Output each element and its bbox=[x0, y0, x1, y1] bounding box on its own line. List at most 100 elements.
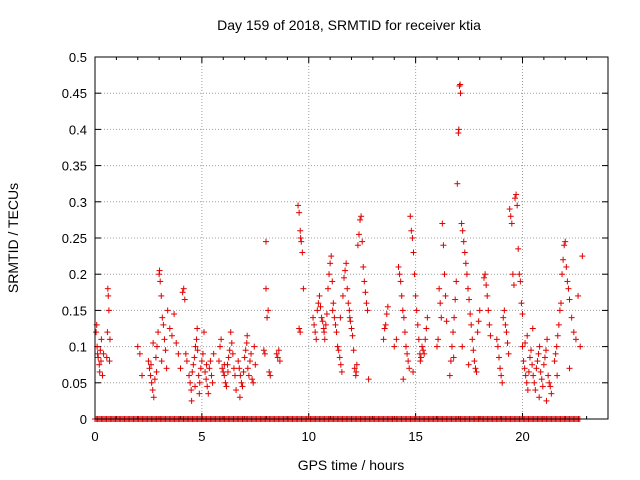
data-point bbox=[380, 336, 387, 343]
data-point bbox=[160, 321, 167, 328]
data-point bbox=[517, 278, 524, 285]
data-point bbox=[242, 347, 249, 354]
y-axis-label: SRMTID / TECUs bbox=[5, 183, 21, 293]
data-point bbox=[161, 336, 168, 343]
data-point bbox=[513, 191, 520, 198]
data-point bbox=[97, 358, 104, 365]
data-point bbox=[475, 318, 482, 325]
data-point bbox=[353, 361, 360, 368]
data-point bbox=[195, 372, 202, 379]
data-point bbox=[329, 278, 336, 285]
data-point bbox=[297, 227, 304, 234]
data-point bbox=[192, 383, 199, 390]
data-point bbox=[355, 231, 362, 238]
data-point bbox=[349, 332, 356, 339]
data-point bbox=[147, 372, 154, 379]
data-point bbox=[407, 213, 414, 220]
data-point bbox=[502, 321, 509, 328]
data-point bbox=[461, 249, 468, 256]
data-point bbox=[442, 292, 449, 299]
data-point bbox=[343, 260, 350, 267]
data-point bbox=[159, 314, 166, 321]
y-tick-label: 0.35 bbox=[62, 159, 87, 174]
data-point bbox=[383, 311, 390, 318]
data-point bbox=[459, 343, 466, 350]
data-point bbox=[473, 368, 480, 375]
data-point bbox=[579, 253, 586, 260]
data-point bbox=[162, 347, 169, 354]
data-point bbox=[547, 383, 554, 390]
data-point bbox=[467, 311, 474, 318]
data-point bbox=[236, 394, 243, 401]
data-point bbox=[551, 358, 558, 365]
ticks-layer: 0 0.05 0.1 0.15 0.2 0.25 0.3 0.35 0.4 0.45 0.5 0 5 10… bbox=[62, 50, 609, 444]
data-point bbox=[197, 365, 204, 372]
data-point bbox=[469, 336, 476, 343]
data-point bbox=[324, 285, 331, 292]
data-point bbox=[575, 292, 582, 299]
data-point bbox=[100, 350, 107, 357]
data-point bbox=[507, 213, 514, 220]
data-point bbox=[382, 321, 389, 328]
data-point bbox=[204, 383, 211, 390]
data-point bbox=[384, 303, 391, 310]
data-point bbox=[226, 347, 233, 354]
data-point bbox=[158, 358, 165, 365]
data-point bbox=[484, 292, 491, 299]
data-point bbox=[350, 347, 357, 354]
data-point bbox=[240, 368, 247, 375]
data-point bbox=[554, 332, 561, 339]
data-point bbox=[451, 314, 458, 321]
data-point bbox=[568, 314, 575, 321]
data-point bbox=[440, 242, 447, 249]
data-point bbox=[173, 339, 180, 346]
data-point bbox=[249, 376, 256, 383]
data-point bbox=[417, 354, 424, 361]
grid-layer bbox=[95, 57, 608, 419]
x-tick-label: 15 bbox=[408, 429, 422, 444]
data-point bbox=[244, 332, 251, 339]
data-point bbox=[181, 296, 188, 303]
data-point bbox=[406, 365, 413, 372]
data-point bbox=[105, 307, 112, 314]
data-point bbox=[338, 368, 345, 375]
data-point bbox=[261, 350, 268, 357]
data-point bbox=[321, 336, 328, 343]
data-point bbox=[237, 372, 244, 379]
data-point bbox=[313, 336, 320, 343]
data-point bbox=[566, 296, 573, 303]
data-point bbox=[412, 292, 419, 299]
data-point bbox=[235, 358, 242, 365]
data-point bbox=[522, 339, 529, 346]
data-point bbox=[381, 325, 388, 332]
data-point bbox=[423, 325, 430, 332]
data-point bbox=[565, 285, 572, 292]
data-point bbox=[156, 267, 163, 274]
data-point bbox=[139, 372, 146, 379]
data-point bbox=[299, 249, 306, 256]
data-point bbox=[145, 358, 152, 365]
data-point bbox=[393, 336, 400, 343]
y-tick-label: 0.3 bbox=[69, 195, 87, 210]
data-point bbox=[348, 325, 355, 332]
y-tick-label: 0.5 bbox=[69, 50, 87, 65]
data-point bbox=[471, 358, 478, 365]
data-point bbox=[250, 379, 257, 386]
chart-title: Day 159 of 2018, SRMTID for receiver kti… bbox=[217, 17, 481, 33]
data-point bbox=[342, 267, 349, 274]
data-point bbox=[525, 368, 532, 375]
data-point bbox=[531, 379, 538, 386]
data-point bbox=[465, 361, 472, 368]
y-tick-label: 0.15 bbox=[62, 303, 87, 318]
data-point bbox=[420, 347, 427, 354]
data-point bbox=[505, 350, 512, 357]
data-point bbox=[333, 329, 340, 336]
data-point bbox=[230, 365, 237, 372]
data-point bbox=[103, 354, 110, 361]
data-point bbox=[455, 126, 462, 133]
data-point bbox=[395, 263, 402, 270]
data-point bbox=[512, 195, 519, 202]
data-point bbox=[508, 220, 515, 227]
data-point bbox=[223, 383, 230, 390]
